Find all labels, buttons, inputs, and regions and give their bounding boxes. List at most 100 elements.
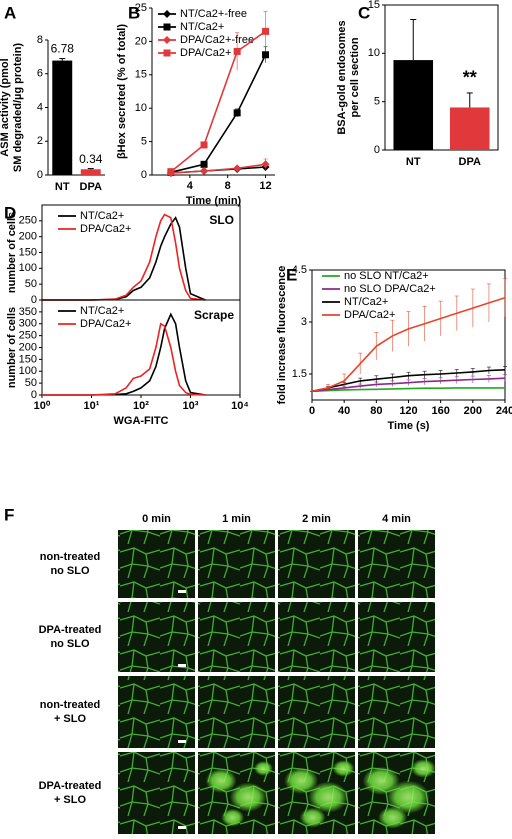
column-header: 1 min (222, 513, 251, 525)
marker (200, 160, 208, 168)
y-axis-label: fold increase fluorescence (276, 266, 288, 405)
row-label: DPA-treated (39, 780, 102, 792)
legend-marker (163, 36, 171, 44)
y-tick-label: 100 (19, 262, 37, 274)
y-tick-label: 50 (25, 377, 37, 389)
bright-cell (253, 761, 273, 776)
legend-label: NT/Ca2+ (80, 210, 124, 222)
panel-label: A (4, 3, 16, 22)
panel-label: D (4, 203, 16, 222)
y-axis-label: per cell section (349, 37, 361, 117)
y-tick-label: 10 (135, 102, 147, 114)
x-tick-label: 12 (259, 180, 271, 192)
x-tick-label: 10⁴ (231, 400, 249, 412)
micrograph (118, 530, 195, 598)
legend-label: DPA/Ca2+ (80, 223, 131, 235)
x-tick-label: NT (406, 156, 421, 168)
panel-label: E (286, 265, 297, 284)
y-axis-label: ASM activity (pmol (0, 58, 11, 156)
marker (200, 141, 208, 149)
micrograph (118, 676, 195, 748)
series-line (311, 296, 506, 393)
y-tick-label: 0 (37, 169, 43, 181)
micrograph (358, 676, 435, 748)
row-label: no SLO (50, 565, 90, 577)
x-axis-label: Time (s) (388, 420, 430, 432)
x-tick-label: 10¹ (84, 400, 100, 412)
bright-cell (229, 782, 267, 812)
bright-cell (410, 759, 436, 778)
x-tick-label: 40 (338, 405, 350, 417)
series-line (170, 163, 266, 174)
row-label: DPA-treated (39, 624, 102, 636)
y-tick-label: 8 (37, 34, 43, 46)
y-tick-label: 200 (19, 341, 37, 353)
bright-cell (221, 808, 245, 827)
scale-bar (178, 740, 186, 743)
series-line (311, 387, 505, 393)
annotation: ** (463, 68, 477, 88)
row-label: + SLO (54, 794, 87, 806)
legend-label: DPA/Ca2+-free (180, 34, 254, 46)
y-tick-label: 150 (19, 246, 37, 258)
x-tick-label: 8 (225, 180, 231, 192)
series-line (170, 54, 267, 174)
y-tick-label: 2 (37, 135, 43, 147)
x-tick-label: NT (55, 181, 70, 193)
series-line (170, 30, 266, 173)
bar (52, 60, 73, 175)
x-tick-label: 240 (496, 405, 512, 417)
column-header: 4 min (382, 513, 411, 525)
y-tick-label: 350 (19, 306, 37, 318)
marker (262, 51, 270, 59)
y-tick-label: 10 (368, 47, 380, 59)
column-header: 2 min (302, 513, 331, 525)
y-tick-label: 0 (141, 169, 147, 181)
y-tick-label: 5 (374, 96, 380, 108)
column-header: 0 min (142, 513, 171, 525)
y-tick-label: 250 (19, 215, 37, 227)
y-axis-label: number of cells (6, 212, 18, 293)
bar (393, 60, 434, 150)
y-tick-label: 50 (25, 278, 37, 290)
series-line (42, 322, 206, 396)
bright-cell (378, 806, 408, 829)
y-tick-label: 250 (19, 330, 37, 342)
legend-label: NT/Ca2+-free (180, 8, 247, 20)
bright-cell (308, 781, 349, 813)
x-tick-label: 10² (133, 400, 149, 412)
row-label: + SLO (54, 713, 87, 725)
legend-marker (163, 23, 171, 31)
bright-cell (284, 767, 319, 794)
y-tick-label: 0 (374, 144, 380, 156)
y-tick-label: 200 (19, 231, 37, 243)
marker (200, 166, 209, 175)
micrograph (118, 602, 195, 672)
series-line (42, 312, 206, 396)
marker (167, 168, 175, 176)
series-line (311, 377, 506, 393)
legend-label: NT/Ca2+ (344, 296, 388, 308)
plot-frame (384, 4, 499, 151)
scale-bar (178, 826, 186, 829)
legend-label: DPA/Ca2+ (180, 47, 231, 59)
legend-label: DPA/Ca2+ (344, 309, 395, 321)
bar (80, 169, 101, 175)
micrograph (278, 676, 355, 748)
micrograph (358, 602, 435, 672)
row-label: non-treated (40, 551, 101, 563)
x-tick-label: DPA (459, 156, 481, 168)
y-tick-label: 150 (19, 353, 37, 365)
y-tick-label: 3 (301, 316, 307, 328)
annotation: SLO (209, 213, 234, 227)
marker (233, 47, 241, 55)
row-label: non-treated (40, 699, 101, 711)
micrograph (278, 602, 355, 672)
x-tick-label: 10³ (183, 400, 199, 412)
y-tick-label: 4.5 (292, 264, 307, 276)
y-tick-label: 300 (19, 318, 37, 330)
x-tick-label: 200 (464, 405, 482, 417)
series-line (42, 213, 206, 301)
x-tick-label: 80 (370, 405, 382, 417)
